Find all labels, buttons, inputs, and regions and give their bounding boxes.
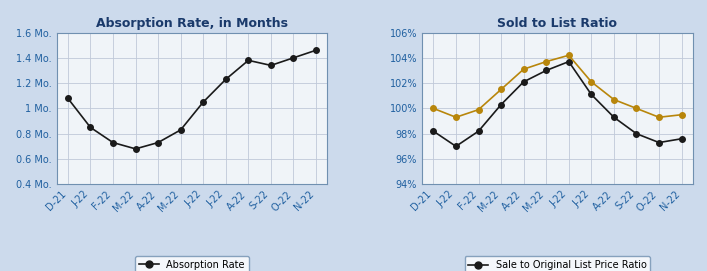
Legend: Absorption Rate: Absorption Rate [135,256,249,271]
Title: Absorption Rate, in Months: Absorption Rate, in Months [96,17,288,30]
Legend: Sale to Original List Price Ratio, Sale to List Price Ratio: Sale to Original List Price Ratio, Sale … [464,256,650,271]
Title: Sold to List Ratio: Sold to List Ratio [498,17,617,30]
